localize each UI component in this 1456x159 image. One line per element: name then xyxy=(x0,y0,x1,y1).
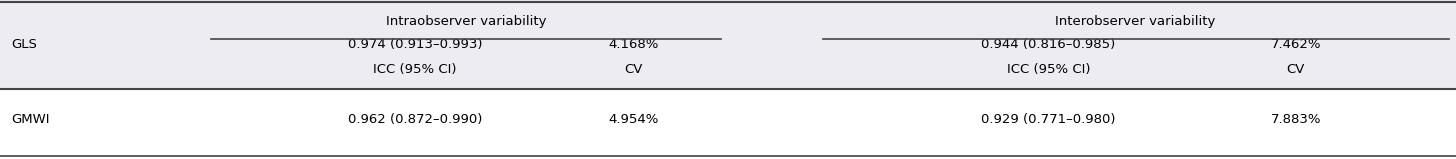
Text: 0.974 (0.913–0.993): 0.974 (0.913–0.993) xyxy=(348,38,482,51)
Text: Interobserver variability: Interobserver variability xyxy=(1056,15,1216,28)
Text: 0.944 (0.816–0.985): 0.944 (0.816–0.985) xyxy=(981,38,1115,51)
Text: ICC (95% CI): ICC (95% CI) xyxy=(1006,63,1091,76)
Text: 7.883%: 7.883% xyxy=(1271,113,1321,126)
Bar xyxy=(0,0,1456,89)
Text: ICC (95% CI): ICC (95% CI) xyxy=(373,63,457,76)
Text: 4.168%: 4.168% xyxy=(609,38,658,51)
Text: CV: CV xyxy=(625,63,642,76)
Text: GLS: GLS xyxy=(12,38,38,51)
Text: 0.929 (0.771–0.980): 0.929 (0.771–0.980) xyxy=(981,113,1115,126)
Text: 0.962 (0.872–0.990): 0.962 (0.872–0.990) xyxy=(348,113,482,126)
Bar xyxy=(0,89,1456,159)
Text: Intraobserver variability: Intraobserver variability xyxy=(386,15,546,28)
Text: GMWI: GMWI xyxy=(12,113,50,126)
Text: 4.954%: 4.954% xyxy=(609,113,658,126)
Text: 7.462%: 7.462% xyxy=(1271,38,1321,51)
Text: CV: CV xyxy=(1287,63,1305,76)
